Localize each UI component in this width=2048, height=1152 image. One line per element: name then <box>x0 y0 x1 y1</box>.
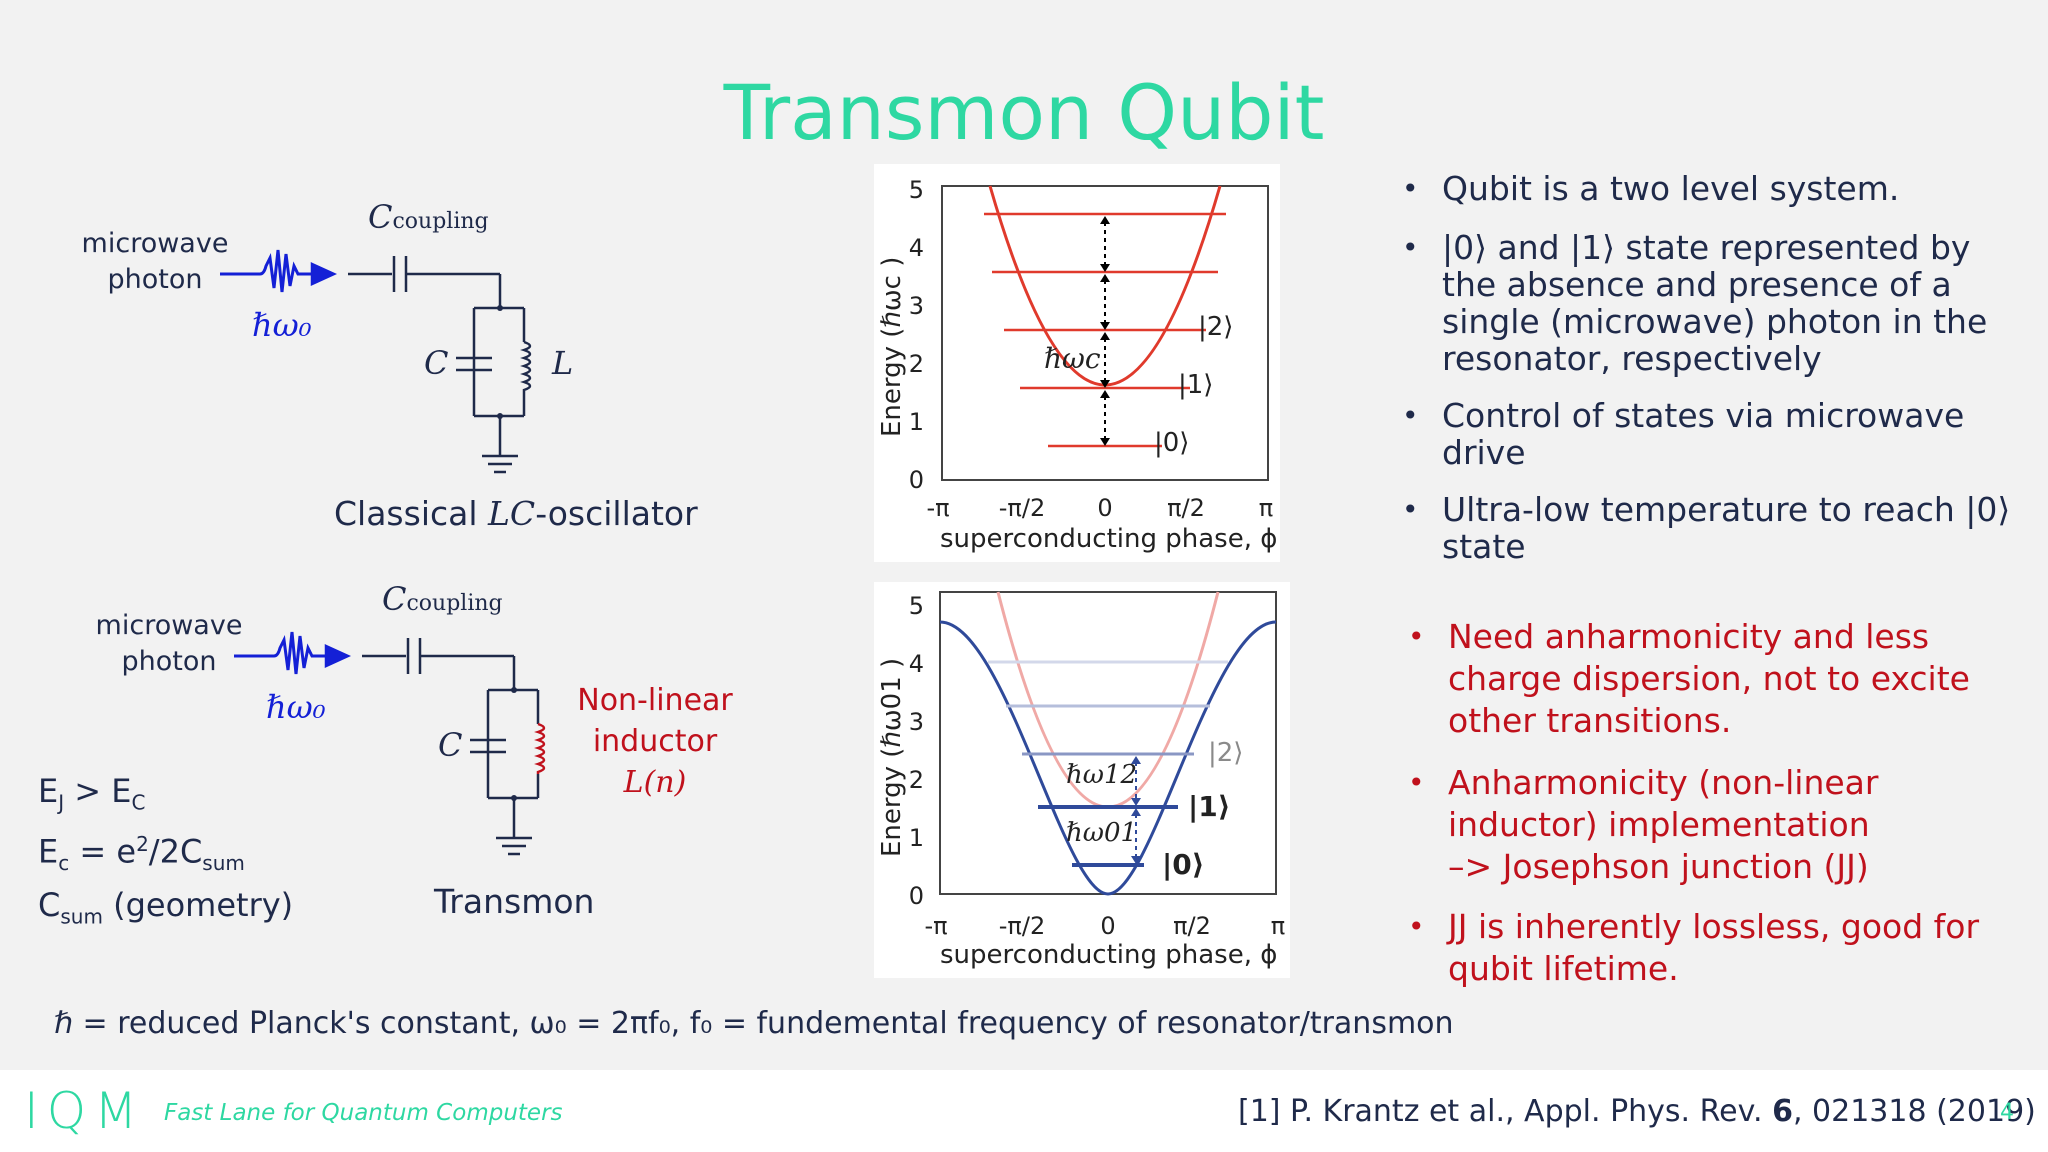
hw0-label-top: ℏω₀ <box>252 306 312 344</box>
bullet-line: single (microwave) photon in the <box>1442 302 1988 341</box>
reference-post: , 021318 (2019) <box>1792 1094 2036 1129</box>
bullet-line: Anharmonicity (non-linear <box>1448 763 1879 802</box>
iqm-logo: IQM <box>24 1082 146 1140</box>
bullet-line: Ultra-low temperature to reach |0⟩ <box>1442 490 2011 529</box>
xtick-pi-half: π/2 <box>1167 494 1205 522</box>
plot-top-level2: |2⟩ <box>1198 312 1234 342</box>
bullet-line: resonator, respectively <box>1442 339 1822 378</box>
transmon-circuit <box>234 631 546 856</box>
svg-text:3: 3 <box>909 708 924 736</box>
plot-top-spacing-label: ℏωc <box>1044 342 1101 375</box>
photon-label-line1: microwave <box>95 610 243 641</box>
c-coupling-label-bottom: Ccoupling <box>382 580 503 618</box>
plot-top-ylabel: Energy (ℏωc ) <box>877 256 907 437</box>
eq-csum: Csum (geometry) <box>38 886 294 929</box>
plot-bottom-w12-label: ℏω12 <box>1066 760 1138 790</box>
plot-top-level1: |1⟩ <box>1178 370 1214 400</box>
svg-text:5: 5 <box>909 592 924 620</box>
bullet-line: Qubit is a two level system. <box>1442 169 1900 208</box>
caption-lc-italic: LC <box>488 494 536 533</box>
reference-volume: 6 <box>1772 1094 1793 1129</box>
nl-line1: Non-linear <box>577 683 733 718</box>
bullet-line: qubit lifetime. <box>1448 949 1679 988</box>
eq-ec: Ec = e2/2Csum <box>38 832 245 876</box>
plot-lc-energy: 0 1 2 3 4 5 -π -π/2 0 π/2 π <box>909 176 1274 522</box>
plot-bottom-ylabel: Energy (ℏω01 ) <box>877 657 907 857</box>
plot-top-xlabel: superconducting phase, ϕ <box>940 524 1278 554</box>
ytick-0: 0 <box>909 466 924 494</box>
nonlinear-inductor-label: Non-linear inductor L(n) <box>570 680 740 803</box>
footnote: ℏ = reduced Planck's constant, ω₀ = 2πf₀… <box>54 1006 1454 1041</box>
ytick-3: 3 <box>909 292 924 320</box>
plot-top-level0: |0⟩ <box>1154 428 1190 458</box>
plot-top-ylabel-wrap: Energy (ℏωc ) <box>872 256 912 440</box>
plot-bottom-ylabel-wrap: Energy (ℏω01 ) <box>872 657 912 860</box>
bullet-line: state <box>1442 527 1526 566</box>
ytick-2: 2 <box>909 350 924 378</box>
svg-text:π: π <box>1271 912 1285 940</box>
footer-reference: [1] P. Krantz et al., Appl. Phys. Rev. 6… <box>1238 1094 2036 1129</box>
footer-tagline: Fast Lane for Quantum Computers <box>164 1100 563 1126</box>
bullet-line: charge dispersion, not to excite <box>1448 659 1970 698</box>
photon-label-line2: photon <box>107 264 203 295</box>
photon-label-top: microwave photon <box>80 226 230 298</box>
hw0-label-bottom: ℏω₀ <box>266 688 326 726</box>
bullet-line: |0⟩ and |1⟩ state represented by <box>1442 228 1971 267</box>
caption-transmon: Transmon <box>434 882 595 921</box>
plot-transmon-energy: 0 1 2 3 4 5 -π -π/2 0 π/2 π <box>909 591 1285 940</box>
ytick-1: 1 <box>909 408 924 436</box>
nl-line3: L(n) <box>623 765 687 800</box>
photon-label-line1: microwave <box>81 228 229 259</box>
slide-title: Transmon Qubit <box>723 68 1325 157</box>
ytick-4: 4 <box>909 234 924 262</box>
ytick-5: 5 <box>909 176 924 204</box>
bullet-line: Need anharmonicity and less <box>1448 617 1930 656</box>
svg-text:-π: -π <box>924 912 947 940</box>
bullet-line: Control of states via microwave <box>1442 396 1965 435</box>
xtick-neg-pi-half: -π/2 <box>999 494 1045 522</box>
photon-label-bottom: microwave photon <box>94 608 244 680</box>
photon-wave <box>220 249 312 293</box>
c-coupling-symbol: C <box>382 580 407 618</box>
c-coupling-sub: coupling <box>406 591 503 616</box>
xtick-neg-pi: -π <box>926 494 949 522</box>
capacitor-label-top: C <box>424 344 449 382</box>
photon-label-line2: photon <box>121 646 217 677</box>
plot-bottom-level0: |0⟩ <box>1162 848 1205 881</box>
plot-bottom-level1: |1⟩ <box>1188 790 1231 823</box>
page-number: 4 <box>2000 1100 2014 1125</box>
footer-bar <box>0 1070 2048 1152</box>
bullet-line: the absence and presence of a <box>1442 265 1952 304</box>
caption-lc-oscillator: Classical LC-oscillator <box>334 494 698 533</box>
nl-line2: inductor <box>592 724 718 759</box>
lc-circuit-top <box>220 249 532 474</box>
equations-block: EJ > EC Ec = e2/2Csum Csum (geometry) <box>38 770 293 938</box>
xtick-zero: 0 <box>1097 494 1112 522</box>
c-coupling-label-top: Ccoupling <box>368 198 489 236</box>
plot-bottom-w01-label: ℏω01 <box>1066 818 1138 848</box>
svg-text:π/2: π/2 <box>1173 912 1211 940</box>
bullet-line: other transitions. <box>1448 701 1732 740</box>
eq-ej-gt-ec: EJ > EC <box>38 772 146 815</box>
inductor-label-top: L <box>552 344 574 382</box>
bullet-line: drive <box>1442 433 1526 472</box>
capacitor-label-bottom: C <box>438 726 463 764</box>
plot-bottom-xlabel: superconducting phase, ϕ <box>940 940 1278 970</box>
plot-bottom-background <box>874 582 1290 978</box>
svg-text:-π/2: -π/2 <box>999 912 1045 940</box>
xtick-pi: π <box>1259 494 1273 522</box>
reference-pre: [1] P. Krantz et al., Appl. Phys. Rev. <box>1238 1094 1773 1129</box>
svg-text:2: 2 <box>909 766 924 794</box>
svg-text:1: 1 <box>909 824 924 852</box>
svg-text:4: 4 <box>909 650 924 678</box>
svg-text:0: 0 <box>909 882 924 910</box>
plot-bottom-level2: |2⟩ <box>1208 738 1244 768</box>
c-coupling-sub: coupling <box>392 209 489 234</box>
c-coupling-symbol: C <box>368 198 393 236</box>
bullet-line: inductor) implementation <box>1448 805 1870 844</box>
svg-text:0: 0 <box>1100 912 1115 940</box>
bullet-line: JJ is inherently lossless, good for <box>1448 907 1980 946</box>
bullet-line: –> Josephson junction (JJ) <box>1448 847 1869 886</box>
